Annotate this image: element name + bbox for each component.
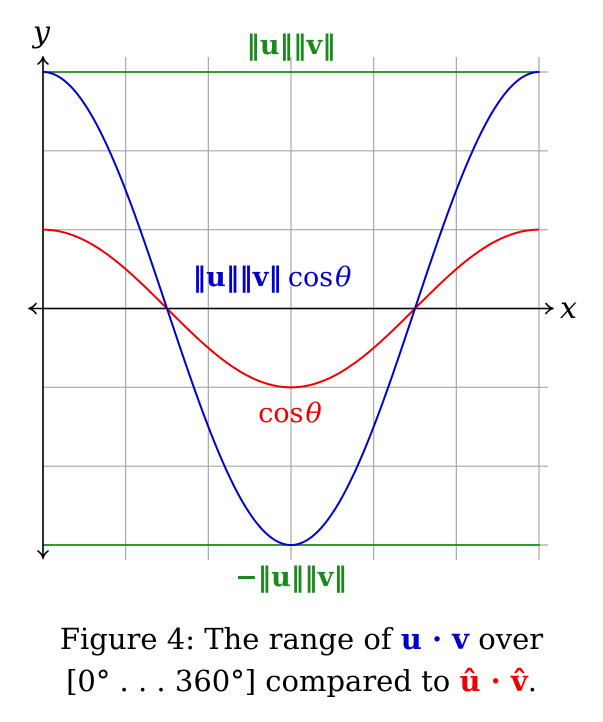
y-axis-bottom-arrow-icon: [37, 550, 49, 559]
caption-middle2: compared to: [256, 664, 460, 698]
x-axis-label: x: [560, 291, 577, 326]
scaled-norm-v: ‖v‖: [239, 262, 282, 293]
lower-norm-v: ‖v‖: [304, 562, 347, 593]
cos-theta-label: cosθ: [258, 398, 322, 429]
x-axis-left-arrow-icon: [28, 302, 37, 315]
scaled-cos-theta-label: ‖u‖‖v‖ cosθ: [193, 262, 352, 293]
scaled-var: θ: [335, 262, 351, 293]
y-axis-label: y: [31, 15, 51, 50]
lower-bound-label: −‖u‖‖v‖: [235, 562, 347, 593]
upper-bound-label: ‖u‖‖v‖: [246, 30, 335, 61]
caption-line-2: [0° . . . 360°] compared to û · v̂.: [0, 660, 603, 702]
scaled-norm-u: ‖u‖: [193, 262, 240, 293]
cos-var: θ: [305, 398, 321, 429]
cos-theta-curve: [42, 228, 540, 389]
caption-suffix: .: [527, 664, 537, 698]
scaled-cos-theta-curve: [42, 71, 540, 547]
upper-norm-v: ‖v‖: [293, 30, 336, 61]
y-axis-top-arrow-icon: [37, 56, 49, 65]
caption-prefix: Figure 4: The range of: [59, 622, 401, 656]
caption-interval: [0° . . . 360°]: [66, 664, 257, 698]
caption-dot-uv: u · v: [400, 622, 470, 656]
caption-line-1: Figure 4: The range of u · v over: [0, 618, 603, 660]
figure-caption: Figure 4: The range of u · v over [0° . …: [0, 618, 603, 702]
lower-norm-u: ‖u‖: [258, 562, 305, 593]
scaled-func: cos: [288, 262, 333, 293]
caption-middle1: over: [469, 622, 544, 656]
cos-func: cos: [258, 398, 303, 429]
lower-sign: −: [235, 562, 258, 593]
x-axis-right-arrow-icon: [545, 302, 554, 315]
caption-dot-uv-hat: û · v̂: [459, 664, 528, 698]
upper-norm-u: ‖u‖: [246, 30, 293, 61]
chart: x y ‖u‖‖v‖ −‖u‖‖v‖ ‖u‖‖v‖ cosθ cosθ: [28, 15, 577, 593]
